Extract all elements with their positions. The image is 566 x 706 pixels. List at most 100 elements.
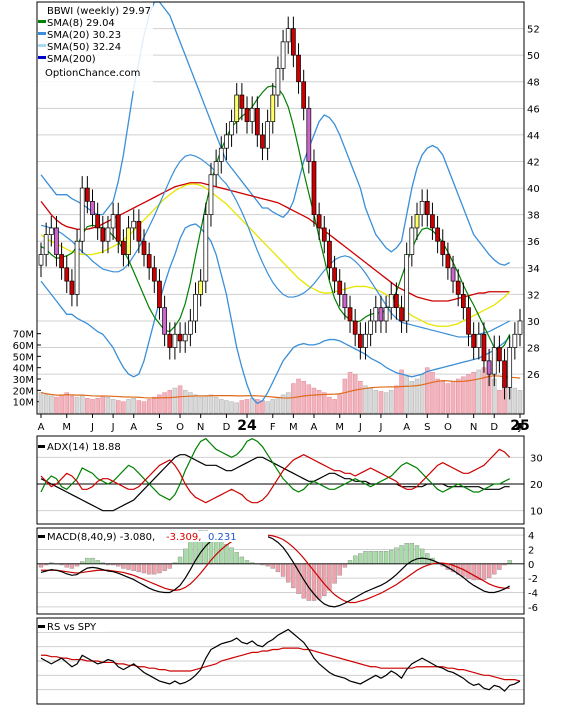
volume-bar [79, 394, 85, 414]
price-grid [37, 28, 524, 375]
candle-body [306, 107, 312, 162]
macd-histogram-bar [414, 545, 420, 565]
candle-body [481, 333, 487, 362]
volume-bar [244, 399, 250, 414]
macd-value-red: -3.309, [166, 532, 201, 543]
volume-bar [430, 371, 435, 414]
candle-body [388, 294, 394, 309]
sma8-line [40, 85, 511, 351]
macd-label-bg [38, 531, 268, 542]
x-tick-label: F [270, 422, 276, 433]
candle-body [115, 214, 121, 242]
rs-average-line [41, 647, 521, 682]
x-tick-label: S [424, 422, 430, 433]
volume-bar [152, 396, 157, 414]
volume-bar [203, 395, 209, 414]
candle-body [131, 220, 137, 229]
candle-body [69, 280, 75, 295]
legend-sma20: SMA(20) 30.23 [47, 30, 121, 41]
legend-swatch-sma200 [38, 56, 46, 59]
candle-body [497, 347, 502, 362]
candle-body [260, 134, 265, 149]
candle-body [430, 214, 435, 229]
price-tick-label: 34 [527, 264, 540, 275]
macd-histogram-bar [352, 555, 358, 565]
adx-tick-label: 10 [530, 507, 543, 518]
macd-histogram-bar [85, 557, 90, 565]
macd-histogram-bar [167, 563, 172, 569]
macd-histogram-bar [38, 563, 44, 568]
macd-histogram-bar [419, 548, 425, 565]
candle-body [48, 227, 54, 235]
macd-signal-line [41, 533, 510, 604]
macd-histogram-bar [337, 563, 342, 576]
volume-bar [347, 371, 353, 414]
candle-body [126, 227, 131, 255]
volume-bar [131, 398, 136, 414]
volume-bar [368, 387, 373, 414]
volume-bar [404, 376, 409, 414]
candle-body [373, 307, 379, 322]
candle-body [363, 333, 368, 348]
volume-bar [409, 381, 415, 414]
price-tick-label: 38 [527, 211, 540, 222]
volume-bar [136, 400, 142, 414]
volume-bar [378, 391, 384, 414]
macd-tick-label: -6 [528, 603, 538, 614]
candle-body [213, 161, 219, 176]
volume-bar [54, 396, 59, 414]
macd-histogram-bar [316, 563, 322, 600]
candle-body [172, 333, 178, 348]
volume-bar [59, 394, 64, 414]
x-tick-label: A [403, 422, 410, 433]
candle-body [177, 333, 183, 342]
volume-bar [172, 387, 178, 414]
volume-bar [332, 399, 337, 414]
adx-label-swatch [38, 445, 45, 448]
candle-body [167, 333, 173, 348]
candle-body [327, 240, 332, 269]
lower-band-line [40, 223, 511, 405]
candle-body [157, 280, 162, 309]
macd-histogram-bar [146, 563, 152, 575]
macd-histogram-bar [389, 549, 394, 565]
candle-body [229, 121, 234, 136]
macd-histogram-bar [280, 563, 286, 577]
macd-histogram-bar [224, 544, 229, 565]
volume-bar [64, 392, 70, 414]
candle-body [476, 333, 482, 348]
volume-bar [301, 381, 306, 414]
volume-bar [255, 399, 260, 414]
candle-body [378, 307, 384, 322]
candle-body [64, 267, 70, 282]
x-tick-label: A [38, 422, 45, 433]
macd-histogram-bar [368, 551, 373, 565]
rs-panel [37, 628, 524, 692]
macd-histogram-bar [347, 560, 353, 565]
volume-bar [141, 401, 147, 414]
price-tick-label: 50 [527, 51, 540, 62]
x-tick-label: D [223, 422, 231, 433]
candle-body [141, 240, 147, 255]
legend-sma8: SMA(8) 29.04 [47, 18, 115, 29]
price-tick-label: 42 [527, 157, 540, 168]
rs-line [40, 628, 521, 692]
rs-label-group: RS vs SPY [38, 621, 106, 633]
volume-bar [234, 402, 239, 414]
legend-swatch-sma50 [38, 44, 46, 47]
volume-tick-label: 70M [13, 330, 34, 341]
volume-bar [358, 381, 363, 414]
candle-body [105, 227, 111, 242]
price-legend: BBWI (weekly) 29.97 SMA(8) 29.04 SMA(20)… [38, 3, 153, 91]
volume-bar [311, 387, 317, 414]
candle-body [342, 294, 348, 309]
macd-histogram-bar [327, 563, 332, 591]
candle-body [450, 267, 456, 282]
candle-body [79, 187, 85, 242]
macd-histogram-bar [188, 540, 193, 565]
macd-histogram-bar [358, 553, 363, 565]
price-tick-label: 30 [527, 317, 540, 328]
volume-bar [43, 394, 49, 414]
legend-swatch-sma8 [38, 20, 46, 23]
